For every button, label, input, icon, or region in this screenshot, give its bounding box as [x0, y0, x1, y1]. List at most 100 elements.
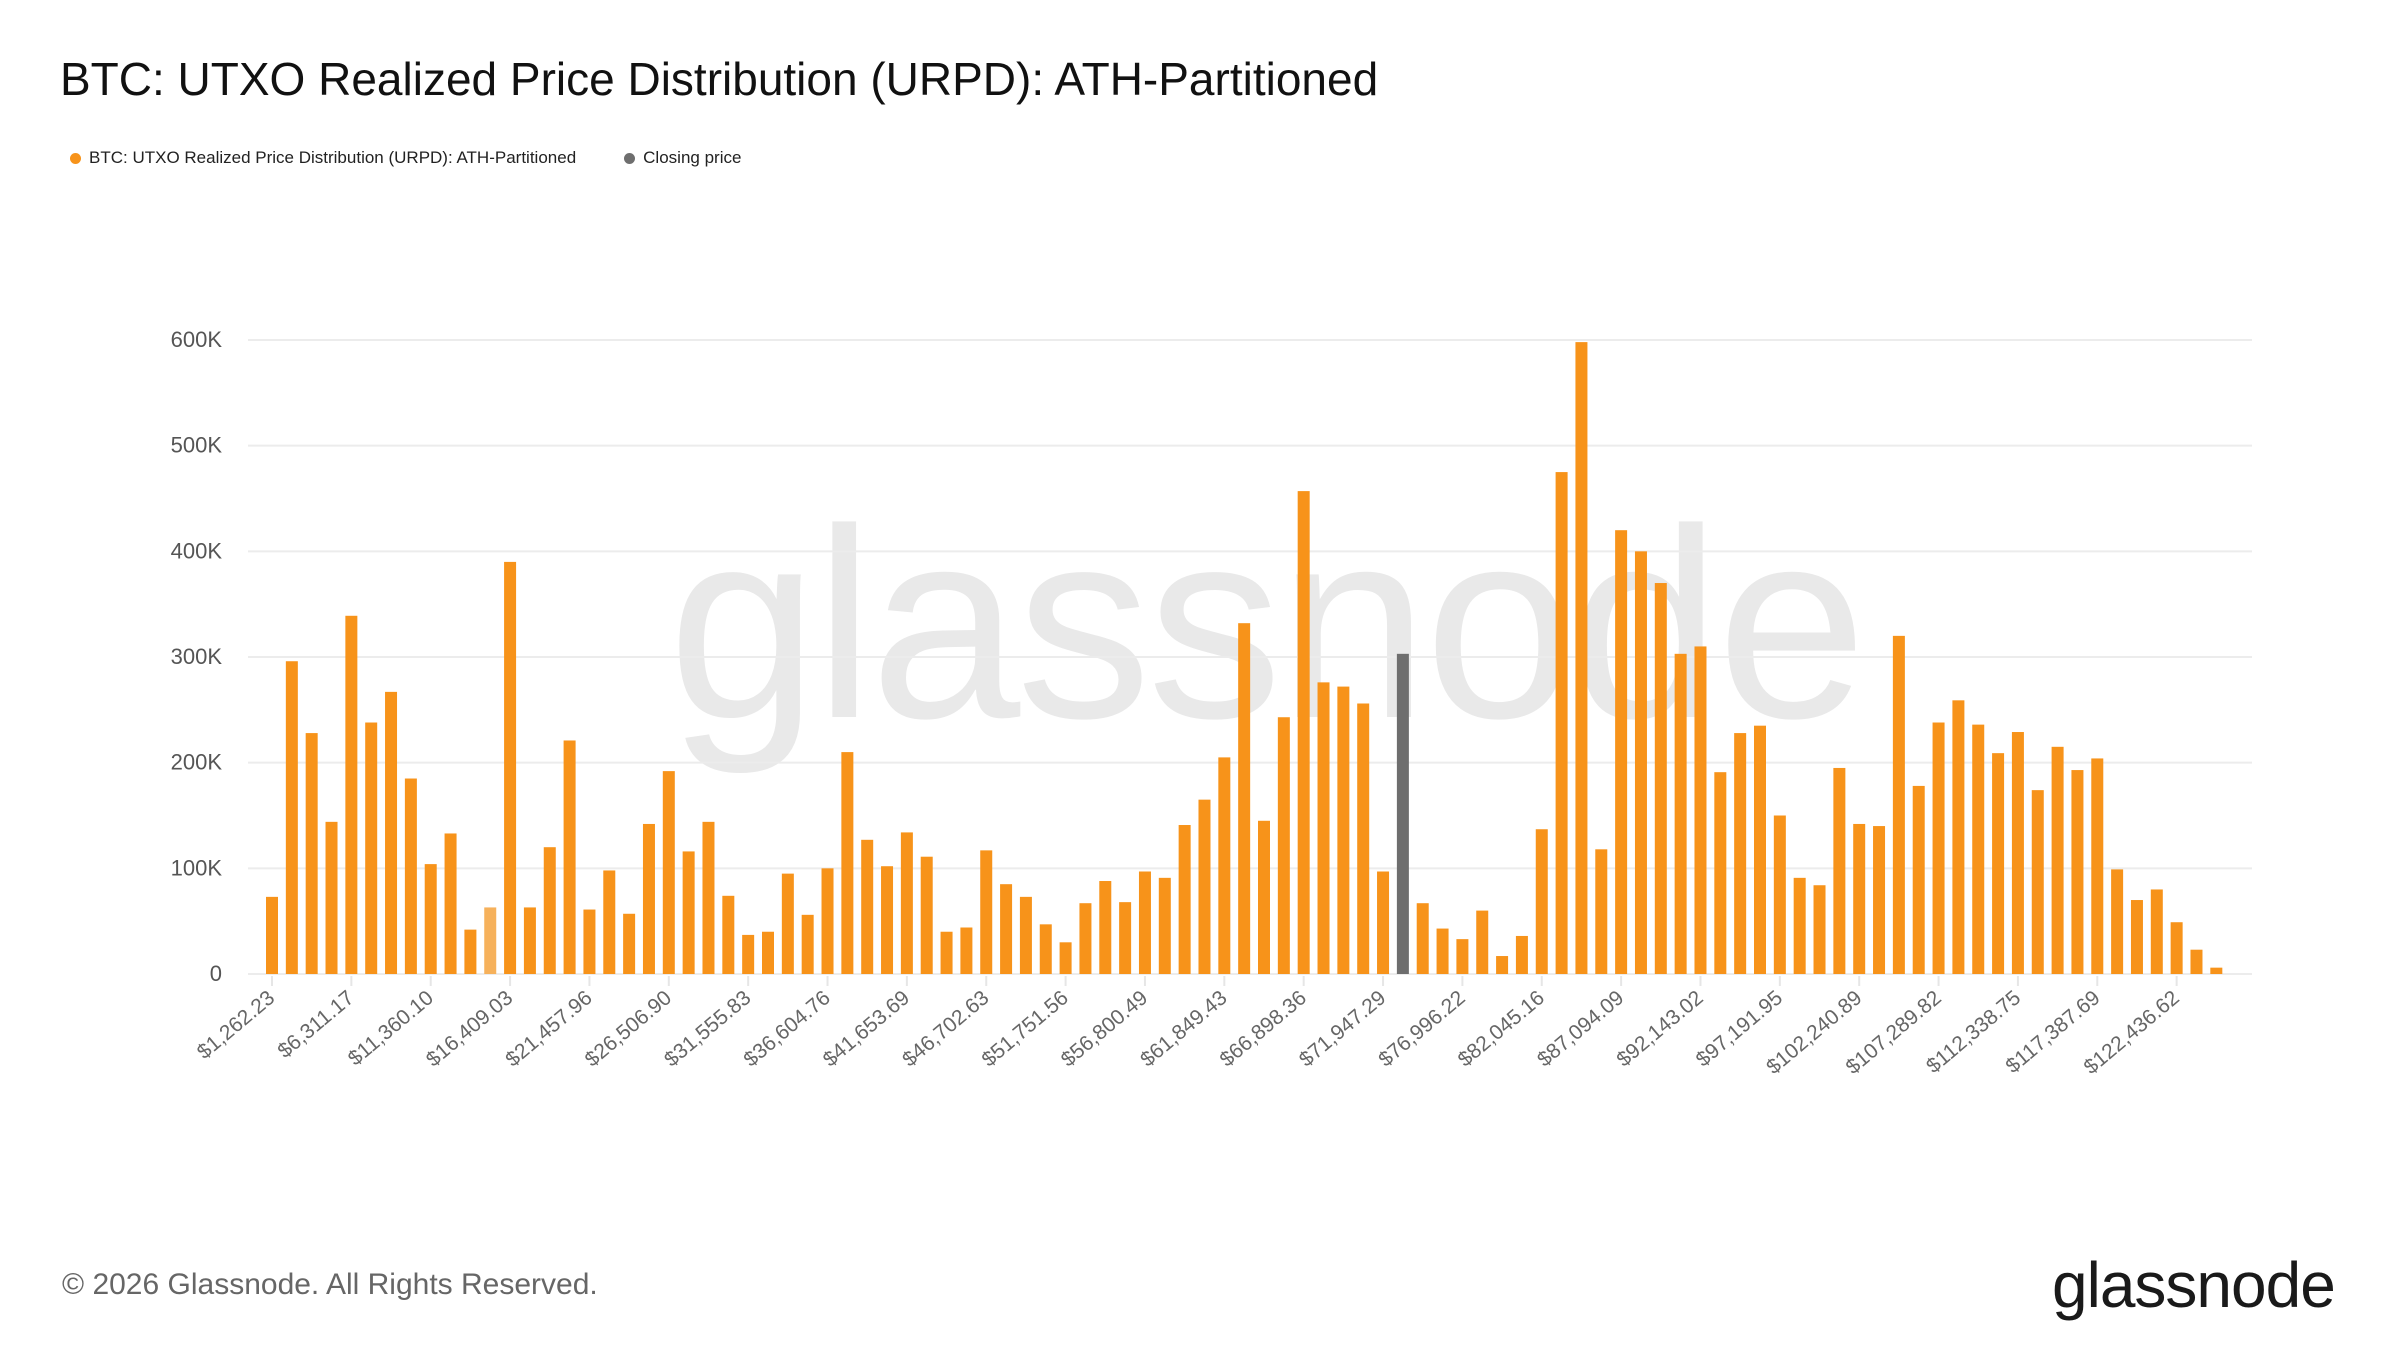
bar[interactable] — [1456, 939, 1469, 974]
bar[interactable] — [2091, 758, 2104, 974]
bar[interactable] — [2170, 922, 2183, 974]
bar[interactable] — [1555, 472, 1568, 974]
bar[interactable] — [563, 740, 576, 974]
bar[interactable] — [1892, 635, 1905, 974]
bar[interactable] — [2130, 900, 2143, 974]
bar[interactable] — [1059, 942, 1072, 974]
bar[interactable] — [1297, 491, 1310, 974]
bar[interactable] — [1039, 924, 1052, 974]
bar[interactable] — [1734, 733, 1747, 974]
bar[interactable] — [523, 907, 536, 974]
bar[interactable] — [583, 909, 596, 974]
bar[interactable] — [801, 914, 814, 974]
bar[interactable] — [940, 931, 953, 974]
bar[interactable] — [722, 895, 735, 974]
bar[interactable] — [1515, 935, 1528, 974]
bar[interactable] — [881, 866, 894, 974]
bar[interactable] — [1079, 903, 1092, 974]
bar[interactable] — [1912, 785, 1925, 974]
bar[interactable] — [821, 868, 834, 974]
bar[interactable] — [1634, 551, 1647, 974]
bar[interactable] — [2111, 869, 2124, 974]
bar[interactable] — [1595, 849, 1608, 974]
bar[interactable] — [464, 929, 477, 974]
bar[interactable] — [1218, 757, 1231, 974]
bar[interactable] — [1416, 903, 1429, 974]
bar[interactable] — [1535, 829, 1548, 974]
bar[interactable] — [1575, 342, 1588, 974]
bar[interactable] — [285, 661, 298, 974]
bar[interactable] — [385, 691, 398, 974]
bar[interactable] — [444, 833, 457, 974]
bar[interactable] — [1099, 881, 1112, 974]
bar[interactable] — [1138, 871, 1151, 974]
bar[interactable] — [345, 615, 358, 974]
bar[interactable] — [2210, 967, 2223, 974]
bar[interactable] — [1476, 910, 1489, 974]
bar[interactable] — [662, 771, 675, 974]
bar[interactable] — [762, 931, 774, 974]
bar[interactable] — [1714, 772, 1727, 974]
bar[interactable] — [1754, 725, 1766, 974]
bar[interactable] — [1238, 623, 1251, 974]
bar[interactable] — [1932, 722, 1945, 974]
bar[interactable] — [1436, 928, 1449, 974]
legend-item-urpd[interactable]: BTC: UTXO Realized Price Distribution (U… — [70, 148, 576, 168]
bar[interactable] — [603, 870, 616, 974]
bar[interactable] — [980, 850, 993, 974]
bar[interactable] — [1615, 530, 1628, 974]
bar[interactable] — [1019, 896, 1032, 974]
bar[interactable] — [900, 832, 913, 974]
bar[interactable] — [1357, 703, 1370, 974]
bar[interactable] — [1258, 820, 1270, 974]
bar[interactable] — [1952, 700, 1965, 974]
bar[interactable] — [2051, 746, 2064, 974]
bar[interactable] — [841, 752, 854, 974]
bar[interactable] — [682, 851, 695, 974]
bar[interactable] — [781, 873, 794, 974]
bar[interactable] — [266, 896, 278, 974]
bar[interactable] — [1496, 956, 1509, 974]
bar[interactable] — [1198, 799, 1211, 974]
bar[interactable] — [1158, 877, 1171, 974]
bar[interactable] — [424, 864, 437, 974]
bar[interactable] — [2150, 889, 2163, 974]
bar[interactable] — [1813, 885, 1826, 974]
bar[interactable] — [2071, 770, 2084, 974]
bar[interactable] — [1793, 877, 1806, 974]
bar[interactable] — [1317, 682, 1330, 974]
bar[interactable] — [1377, 871, 1390, 974]
bar[interactable] — [484, 907, 497, 974]
bar[interactable] — [1178, 825, 1191, 974]
bar[interactable] — [404, 778, 417, 974]
bar[interactable] — [2190, 949, 2203, 974]
bar[interactable] — [325, 821, 338, 974]
bar[interactable] — [2031, 790, 2044, 974]
bar[interactable] — [1674, 653, 1687, 974]
bar[interactable] — [861, 839, 874, 974]
bar[interactable] — [305, 733, 318, 974]
bar[interactable] — [1773, 815, 1786, 975]
bar[interactable] — [1833, 767, 1846, 974]
bar[interactable] — [365, 722, 378, 974]
bar[interactable] — [1694, 646, 1707, 974]
bar[interactable] — [1972, 724, 1985, 974]
legend-item-closing-price[interactable]: Closing price — [624, 148, 741, 168]
bar[interactable] — [960, 927, 973, 974]
bar[interactable] — [1337, 686, 1350, 974]
bar[interactable] — [1992, 753, 2005, 974]
bar[interactable] — [1654, 583, 1667, 974]
bar[interactable] — [1119, 902, 1132, 974]
bar[interactable] — [2011, 732, 2024, 974]
bar[interactable] — [543, 847, 556, 974]
bar[interactable] — [504, 561, 517, 974]
bar[interactable] — [642, 823, 655, 974]
bar-closing-price[interactable] — [1396, 653, 1409, 974]
bar[interactable] — [623, 913, 636, 974]
bar[interactable] — [1853, 823, 1866, 974]
bar[interactable] — [742, 934, 755, 974]
bar[interactable] — [920, 856, 933, 974]
bar[interactable] — [1000, 884, 1013, 974]
bar[interactable] — [702, 821, 715, 974]
bar[interactable] — [1873, 826, 1886, 974]
